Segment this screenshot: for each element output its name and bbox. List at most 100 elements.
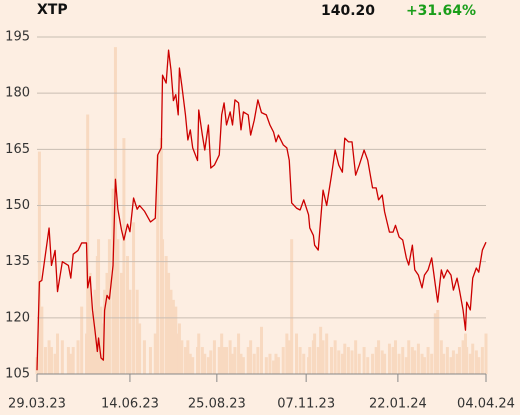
volume-bar <box>37 151 41 374</box>
volume-bar <box>387 343 391 374</box>
volume-bar <box>442 353 446 374</box>
volume-bar <box>268 353 272 374</box>
volume-bar <box>285 333 289 374</box>
y-tick-label: 150 <box>5 198 30 213</box>
volume-bar <box>276 357 280 374</box>
volume-bar <box>274 353 278 374</box>
volume-bar <box>183 347 187 374</box>
volume-bar <box>272 360 276 374</box>
volume-bar <box>156 154 160 374</box>
x-tick-label: 14.06.23 <box>101 397 159 412</box>
volume-bar <box>249 340 253 374</box>
volume-bar <box>169 289 173 374</box>
x-tick-label: 04.04.24 <box>457 397 515 412</box>
volume-bar <box>212 340 216 374</box>
volume-bar <box>60 340 64 374</box>
volume-bar <box>430 353 434 374</box>
volume-bar <box>298 347 302 374</box>
volume-bar <box>180 340 184 374</box>
volume-bar <box>177 323 181 374</box>
volume-bar <box>319 326 323 374</box>
volume-bar <box>290 239 294 374</box>
volume-bar <box>281 347 285 374</box>
volume-bar <box>426 347 430 374</box>
volume-bar <box>468 353 472 374</box>
volume-bar <box>420 353 424 374</box>
volume-bar <box>474 350 478 374</box>
volume-bar <box>264 357 268 374</box>
volume-bar <box>186 340 190 374</box>
volume-bar <box>107 239 111 374</box>
volume-bar <box>88 272 92 374</box>
volume-bar <box>407 340 411 374</box>
y-tick-label: 165 <box>5 142 30 157</box>
volume-bar <box>40 306 44 374</box>
volume-bar <box>401 347 405 374</box>
volume-bar <box>346 347 350 374</box>
volume-bar <box>246 347 250 374</box>
x-tick-label: 25.08.23 <box>188 397 246 412</box>
volume-bar <box>197 333 201 374</box>
volume-bar <box>377 340 381 374</box>
volume-bar <box>308 347 312 374</box>
volume-bar <box>56 333 60 374</box>
volume-bar <box>471 343 475 374</box>
volume-bar <box>343 343 347 374</box>
volume-bar <box>164 256 168 374</box>
volume-bar <box>43 347 47 374</box>
volume-bar <box>132 222 136 374</box>
price: 140.20 <box>321 3 375 19</box>
volume-bar <box>302 353 306 374</box>
volume-bar <box>241 357 245 374</box>
volume-bar <box>209 350 213 374</box>
volume-bar <box>116 239 120 374</box>
volume-bar <box>480 347 484 374</box>
volume-bar <box>357 353 361 374</box>
volume-bar <box>362 347 366 374</box>
volume-bar <box>113 47 117 375</box>
volume-bar <box>105 272 109 374</box>
volume-bar <box>203 353 207 374</box>
volume-bar <box>231 353 235 374</box>
volume-bar <box>217 347 221 374</box>
volume-bar <box>366 357 370 374</box>
volume-bar <box>97 239 101 374</box>
volume-bar <box>455 353 459 374</box>
volume-bar <box>316 347 320 374</box>
volume-bar <box>477 357 481 374</box>
volume-bar <box>135 289 139 374</box>
volume-bar <box>153 333 157 374</box>
y-tick-label: 105 <box>5 367 30 382</box>
volume-bar <box>330 347 334 374</box>
volume-bar <box>174 306 178 374</box>
volume-bar <box>449 357 453 374</box>
volume-bar <box>161 239 165 374</box>
volume-bar <box>47 340 51 374</box>
volume-bar <box>391 347 395 374</box>
volume-bar <box>122 138 126 374</box>
y-tick-label: 120 <box>5 310 30 325</box>
volume-bar <box>461 340 465 374</box>
volume-bar <box>86 114 90 374</box>
volume-bar <box>337 350 341 374</box>
volume-bar <box>49 347 53 374</box>
volume-bar <box>325 333 329 374</box>
volume-bar <box>148 347 152 374</box>
volume-bar <box>128 289 132 374</box>
volume-bar <box>99 306 103 374</box>
volume-bar <box>200 347 204 374</box>
volume-bar <box>333 340 337 374</box>
y-tick-label: 195 <box>5 30 30 45</box>
volume-bar <box>188 353 192 374</box>
volume-bar <box>371 353 375 374</box>
volume-bar <box>260 326 263 374</box>
volume-bar <box>228 340 232 374</box>
x-tick-label: 22.01.24 <box>369 397 427 412</box>
volume-bar <box>287 340 291 374</box>
volume-bar <box>119 272 123 374</box>
volume-bar <box>313 333 317 374</box>
volume-bar <box>237 333 241 374</box>
symbol: XTP <box>37 2 68 18</box>
volume-bar <box>413 350 417 374</box>
